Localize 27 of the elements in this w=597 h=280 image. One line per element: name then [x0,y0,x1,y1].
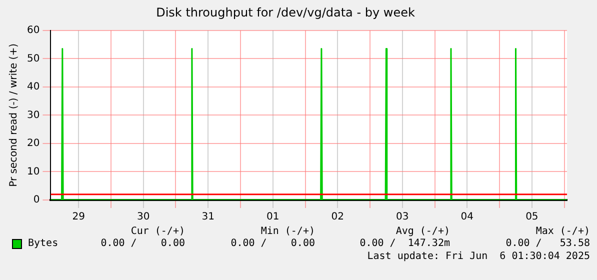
text: Cur (-/+) [130,226,185,237]
x-tick-label: 30 [137,212,150,223]
y-tick-label: 20 [26,138,40,150]
text: Min (-/+) [260,226,315,237]
text: 0.00 / 147.32m [360,238,450,249]
x-tick-label: 03 [396,212,409,223]
y-tick-label: 50 [26,53,40,64]
text: 0.00 / 53.58 [506,238,590,249]
y-tick-label: 0 [33,194,40,206]
text: 0.00 / 0.00 [100,238,185,249]
chart-title: Disk throughput for /dev/vg/data - by week [156,5,415,20]
text: 0.00 / 0.00 [230,238,315,249]
y-tick-label: 10 [26,166,40,178]
y-tick-label: 30 [26,110,40,121]
x-tick-label: 01 [266,212,280,223]
x-tick-label: 29 [72,212,85,223]
legend-label: Bytes [28,238,58,249]
x-tick-label: 31 [202,212,214,223]
text: Last update: Fri Jun 6 01:30:04 2025 [367,251,590,262]
y-tick-label: 40 [26,82,40,93]
x-tick-label: 05 [526,212,538,223]
x-tick-label: 02 [331,212,344,223]
x-tick-label: 04 [460,212,474,223]
text: Avg (-/+) [396,226,450,237]
text: Max (-/+) [536,226,590,237]
y-axis-title: Pr second read (-) / write (+) [8,43,20,187]
y-tick-label: 60 [26,24,40,36]
